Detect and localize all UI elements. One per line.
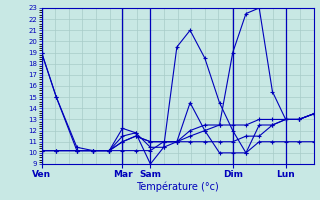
X-axis label: Température (°c): Température (°c) [136, 181, 219, 192]
